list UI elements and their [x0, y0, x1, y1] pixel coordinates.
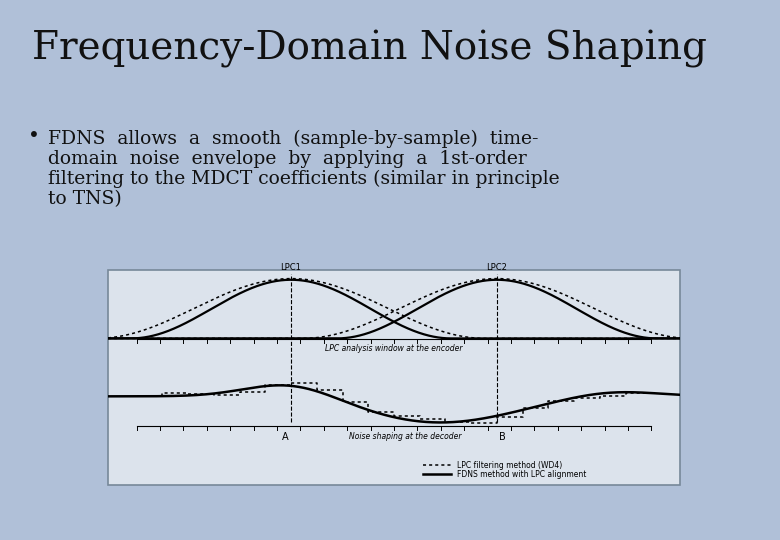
Text: Noise shaping at the decoder: Noise shaping at the decoder [349, 432, 462, 441]
Text: FDNS  allows  a  smooth  (sample-by-sample)  time-: FDNS allows a smooth (sample-by-sample) … [48, 130, 538, 148]
Text: LPC analysis window at the encoder: LPC analysis window at the encoder [325, 345, 463, 353]
FancyBboxPatch shape [108, 270, 680, 485]
Text: LPC2: LPC2 [487, 263, 508, 272]
Text: Frequency-Domain Noise Shaping: Frequency-Domain Noise Shaping [32, 30, 707, 68]
Text: LPC1: LPC1 [281, 263, 302, 272]
Text: A: A [282, 432, 289, 442]
Text: B: B [499, 432, 506, 442]
Text: filtering to the MDCT coefficients (similar in principle: filtering to the MDCT coefficients (simi… [48, 170, 559, 188]
Text: domain  noise  envelope  by  applying  a  1st-order: domain noise envelope by applying a 1st-… [48, 150, 526, 168]
Text: •: • [28, 127, 40, 146]
Text: FDNS method with LPC alignment: FDNS method with LPC alignment [457, 470, 587, 479]
Text: LPC filtering method (WD4): LPC filtering method (WD4) [457, 461, 562, 470]
Text: to TNS): to TNS) [48, 190, 122, 208]
